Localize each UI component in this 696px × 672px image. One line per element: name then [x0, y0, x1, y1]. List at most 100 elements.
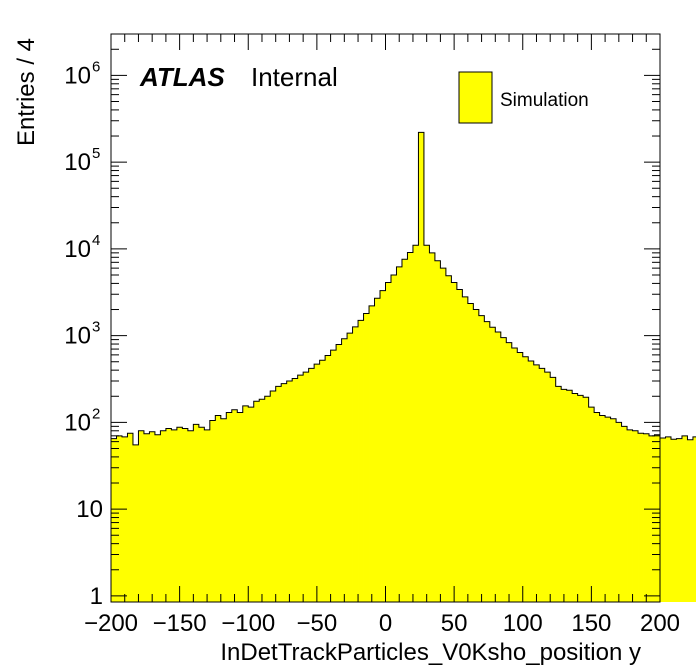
- histogram-bin: [451, 282, 458, 602]
- x-tick-label: 50: [441, 610, 468, 637]
- y-tick-label: 10: [64, 409, 91, 436]
- histogram-bin: [363, 313, 370, 602]
- histogram-bin: [132, 444, 139, 602]
- y-tick-label: 1: [90, 583, 103, 610]
- y-tick-label: 10: [64, 236, 91, 263]
- histogram-bin: [330, 350, 337, 602]
- histogram-bin: [687, 439, 694, 602]
- y-tick-label-exponent: 6: [92, 58, 100, 75]
- histogram-bin: [539, 368, 546, 602]
- histogram-bin: [506, 342, 513, 602]
- histogram-bin: [467, 303, 474, 602]
- histogram-bin: [165, 428, 172, 602]
- histogram-bin: [566, 390, 573, 602]
- histogram-bin: [226, 412, 233, 602]
- histogram-bin: [665, 436, 672, 602]
- x-tick-label: −50: [297, 610, 338, 637]
- histogram-bin: [352, 326, 359, 602]
- histogram-bin: [418, 132, 425, 603]
- histogram-bin: [264, 396, 271, 602]
- histogram-bin: [445, 275, 452, 602]
- histogram-bin: [489, 327, 496, 602]
- histogram-bin: [242, 405, 249, 602]
- legend-swatch: [458, 71, 493, 124]
- histogram-bin: [456, 289, 463, 602]
- histogram-bin: [621, 426, 628, 602]
- histogram-bin: [270, 391, 277, 602]
- histogram-bin: [198, 427, 205, 602]
- histogram-bin: [429, 252, 436, 602]
- histogram-bin: [341, 338, 348, 602]
- histogram-bin: [171, 429, 178, 602]
- histogram-bin: [407, 252, 414, 602]
- histogram-bin: [478, 315, 485, 602]
- histogram-bin: [390, 274, 397, 602]
- histogram-bin: [286, 380, 293, 602]
- histogram-bin: [253, 401, 260, 602]
- histogram-bin: [303, 372, 310, 602]
- histogram-bin: [325, 355, 331, 602]
- histogram-bin: [154, 434, 161, 602]
- histogram-bin: [182, 428, 189, 602]
- histogram-bin: [670, 439, 677, 602]
- histogram-bin: [187, 430, 194, 602]
- histogram-bin: [522, 356, 529, 602]
- y-tick-label: 10: [76, 496, 103, 523]
- histogram-bin: [358, 320, 364, 602]
- histogram-bin: [374, 298, 381, 602]
- histogram-bin: [660, 438, 666, 602]
- histogram-bin: [193, 424, 200, 602]
- histogram-bin: [111, 438, 117, 602]
- histogram-bin: [401, 259, 408, 602]
- x-tick-label: 200: [640, 610, 680, 637]
- histogram-bin: [380, 290, 386, 602]
- histogram-bin: [654, 434, 661, 602]
- x-tick-label: −100: [221, 610, 275, 637]
- histogram-bin: [511, 348, 518, 602]
- histogram-bin: [473, 309, 480, 602]
- histogram-bin: [632, 430, 639, 602]
- histogram-outline: [110, 131, 696, 602]
- histogram-bin: [143, 433, 150, 602]
- y-tick-label-exponent: 5: [92, 145, 100, 162]
- histogram-bin: [116, 435, 123, 602]
- histogram-bin: [528, 361, 535, 602]
- histogram-bin: [561, 389, 568, 602]
- histogram-bin: [319, 360, 326, 602]
- x-tick-label: 0: [379, 610, 392, 637]
- histogram-bin: [434, 260, 441, 602]
- histogram-bin: [336, 344, 342, 602]
- histogram-bin: [484, 321, 491, 602]
- x-tick-label: −200: [84, 610, 138, 637]
- histogram-bin: [121, 436, 128, 602]
- histogram-bin: [220, 418, 227, 602]
- y-tick-label: 10: [64, 323, 91, 350]
- histogram-bin: [347, 333, 353, 602]
- histogram-bin: [550, 377, 557, 602]
- histogram-bin: [237, 412, 244, 602]
- histogram-bin: [297, 375, 304, 602]
- histogram-bin: [676, 438, 683, 602]
- histogram-bin: [544, 372, 551, 602]
- y-tick-label: 10: [64, 149, 91, 176]
- histogram-bin: [594, 412, 601, 602]
- histogram-bin: [127, 433, 134, 602]
- histogram-bin: [292, 378, 299, 602]
- histogram-bin: [500, 337, 507, 602]
- histogram-bin: [577, 395, 584, 602]
- histogram-bin: [599, 415, 606, 602]
- histogram-bin: [495, 332, 502, 602]
- histogram-bin: [423, 245, 430, 602]
- histogram-bin: [275, 386, 282, 602]
- internal-label: Internal: [251, 62, 338, 92]
- histogram-bin: [572, 393, 579, 602]
- histogram-bin: [533, 364, 540, 602]
- x-tick-label: 100: [503, 610, 543, 637]
- y-axis-title: Entries / 4: [13, 38, 40, 146]
- histogram-bin: [692, 436, 696, 602]
- x-axis: −200 −150 −100 −50 0 50 100 150 200: [84, 34, 680, 637]
- histogram-bin: [616, 422, 622, 602]
- histogram-bin: [681, 435, 688, 602]
